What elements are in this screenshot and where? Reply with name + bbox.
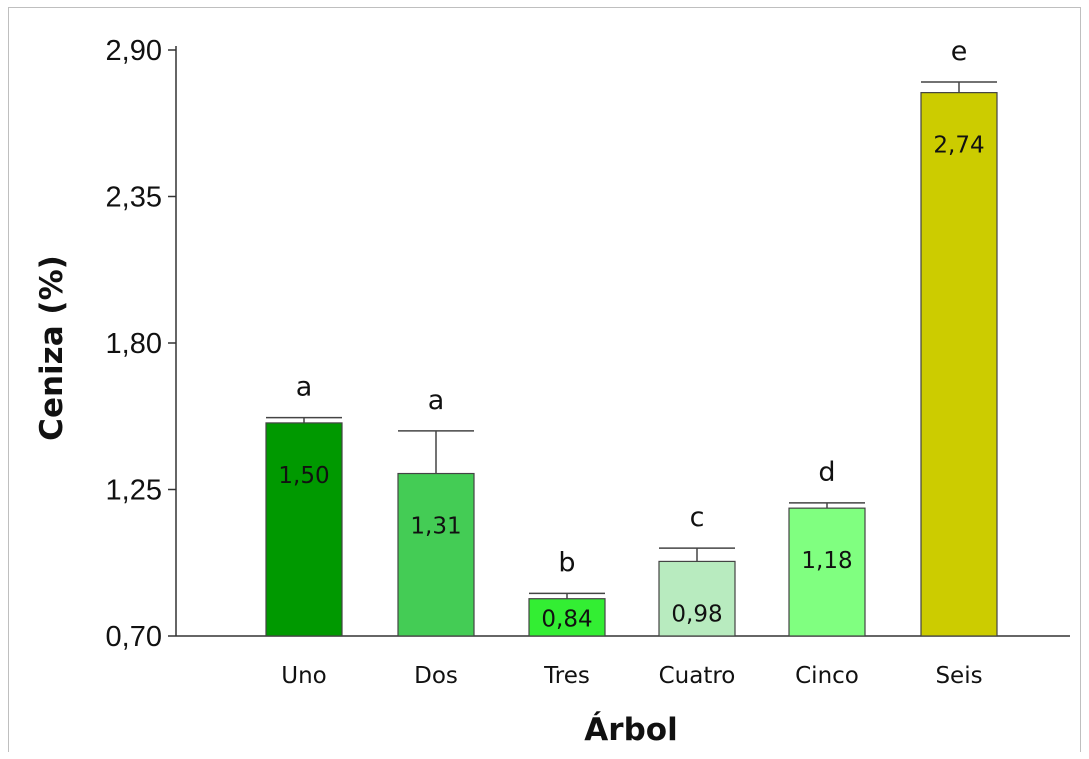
y-axis-title: Ceniza (%) (34, 255, 70, 441)
bar-seis (920, 92, 998, 637)
significance-letter: b (558, 547, 575, 578)
x-tick-label: Cinco (795, 663, 859, 689)
x-tick-label: Dos (414, 663, 458, 689)
significance-letter: d (818, 457, 835, 488)
bar-cuatro (658, 560, 736, 637)
data-label: 1,31 (410, 514, 461, 540)
significance-letter: e (951, 36, 968, 67)
x-tick-label: Tres (543, 663, 590, 689)
data-label: 1,18 (801, 548, 852, 574)
chart-frame (8, 7, 1081, 752)
data-label: 0,98 (671, 601, 722, 627)
x-tick-label: Uno (281, 663, 326, 689)
data-label: 2,74 (933, 133, 984, 159)
y-tick-label: 0,70 (106, 621, 162, 653)
bar-tres (528, 598, 606, 637)
data-label: 0,84 (541, 606, 592, 632)
y-tick-label: 2,90 (106, 35, 162, 67)
data-label: 1,50 (278, 463, 329, 489)
significance-letter: a (428, 385, 445, 416)
significance-letter: c (690, 502, 705, 533)
y-tick-label: 1,25 (106, 475, 162, 507)
bar-uno (265, 422, 343, 637)
y-tick-label: 2,35 (106, 182, 162, 214)
bar-cinco (788, 507, 866, 637)
x-tick-label: Seis (935, 663, 982, 689)
x-tick-label: Cuatro (659, 663, 736, 689)
x-axis-title: Árbol (584, 712, 677, 748)
significance-letter: a (296, 372, 313, 403)
bar-dos (397, 472, 475, 637)
y-tick-label: 1,80 (106, 328, 162, 360)
